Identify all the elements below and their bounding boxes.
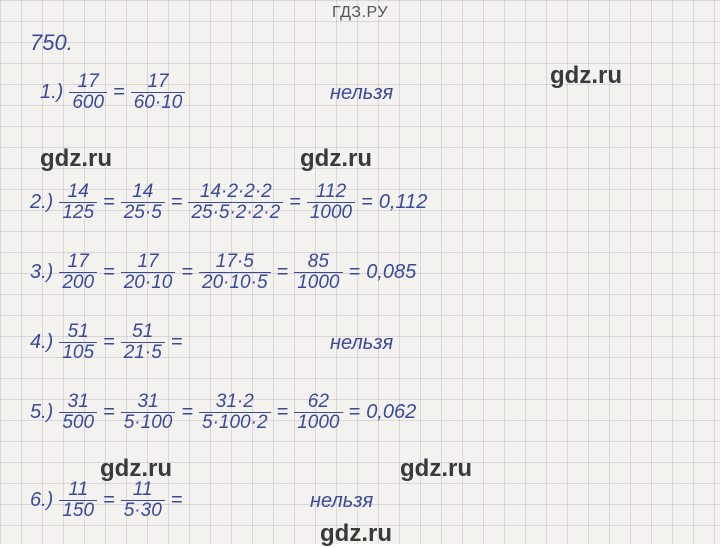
denominator: 5·100·2 xyxy=(199,412,271,433)
equals-sign: = xyxy=(181,261,193,284)
equals-sign: = xyxy=(103,261,115,284)
note-text: нельзя xyxy=(310,490,373,513)
equation-row-3: 3.) 17 200 = 17 20·10 = 17·5 20·10·5 = 8… xyxy=(30,252,416,293)
denominator: 60·10 xyxy=(131,92,186,113)
numerator: 31 xyxy=(121,392,176,412)
numerator: 85 xyxy=(294,252,342,272)
equals-sign: = xyxy=(171,191,183,214)
result-value: 0,085 xyxy=(366,261,416,284)
numerator: 17 xyxy=(121,252,176,272)
denominator: 125 xyxy=(59,202,97,223)
numerator: 17 xyxy=(69,72,107,92)
fraction: 17·5 20·10·5 xyxy=(199,252,271,293)
equals-sign: = xyxy=(171,331,183,354)
fraction: 31 500 xyxy=(59,392,97,433)
row-index: 4.) xyxy=(30,331,53,354)
fraction: 31 5·100 xyxy=(121,392,176,433)
result-value: 0,062 xyxy=(366,401,416,424)
equals-sign: = xyxy=(171,489,183,512)
fraction: 11 150 xyxy=(59,480,97,521)
denominator: 25·5 xyxy=(121,202,165,223)
equals-sign: = xyxy=(103,401,115,424)
page-header: ГДЗ.РУ xyxy=(0,4,720,22)
fraction: 112 1000 xyxy=(307,182,355,223)
numerator: 31 xyxy=(59,392,97,412)
equals-sign: = xyxy=(103,489,115,512)
numerator: 11 xyxy=(59,480,97,500)
fraction: 85 1000 xyxy=(294,252,342,293)
equals-sign: = xyxy=(277,261,289,284)
equals-sign: = xyxy=(181,401,193,424)
equals-sign: = xyxy=(361,191,373,214)
equation-row-2: 2.) 14 125 = 14 25·5 = 14·2·2·2 25·5·2·2… xyxy=(30,182,427,223)
denominator: 1000 xyxy=(294,272,342,293)
numerator: 112 xyxy=(307,182,355,202)
denominator: 20·10 xyxy=(121,272,176,293)
equals-sign: = xyxy=(349,261,361,284)
row-index: 5.) xyxy=(30,401,53,424)
denominator: 105 xyxy=(59,342,97,363)
denominator: 150 xyxy=(59,500,97,521)
denominator: 21·5 xyxy=(121,342,165,363)
fraction: 17 60·10 xyxy=(131,72,186,113)
fraction: 14 25·5 xyxy=(121,182,165,223)
numerator: 51 xyxy=(121,322,165,342)
row-index: 2.) xyxy=(30,191,53,214)
fraction: 31·2 5·100·2 xyxy=(199,392,271,433)
fraction: 17 200 xyxy=(59,252,97,293)
denominator: 600 xyxy=(69,92,107,113)
fraction: 51 105 xyxy=(59,322,97,363)
equation-row-1: 1.) 17 600 = 17 60·10 xyxy=(40,72,185,113)
equals-sign: = xyxy=(103,191,115,214)
numerator: 31·2 xyxy=(199,392,271,412)
denominator: 5·30 xyxy=(121,500,165,521)
denominator: 25·5·2·2·2 xyxy=(188,202,283,223)
fraction: 51 21·5 xyxy=(121,322,165,363)
equation-row-5: 5.) 31 500 = 31 5·100 = 31·2 5·100·2 = 6… xyxy=(30,392,416,433)
denominator: 20·10·5 xyxy=(199,272,271,293)
row-index: 1.) xyxy=(40,81,63,104)
denominator: 1000 xyxy=(294,412,342,433)
equals-sign: = xyxy=(277,401,289,424)
equals-sign: = xyxy=(289,191,301,214)
numerator: 17 xyxy=(59,252,97,272)
result-value: 0,112 xyxy=(379,191,428,214)
numerator: 14 xyxy=(121,182,165,202)
note-text: нельзя xyxy=(330,82,393,105)
numerator: 17·5 xyxy=(199,252,271,272)
row-index: 3.) xyxy=(30,261,53,284)
fraction: 14·2·2·2 25·5·2·2·2 xyxy=(188,182,283,223)
equation-row-4: 4.) 51 105 = 51 21·5 = xyxy=(30,322,188,363)
fraction: 17 600 xyxy=(69,72,107,113)
equals-sign: = xyxy=(349,401,361,424)
equation-row-6: 6.) 11 150 = 11 5·30 = xyxy=(30,480,188,521)
note-text: нельзя xyxy=(330,332,393,355)
fraction: 11 5·30 xyxy=(121,480,165,521)
denominator: 1000 xyxy=(307,202,355,223)
numerator: 11 xyxy=(121,480,165,500)
numerator: 51 xyxy=(59,322,97,342)
denominator: 5·100 xyxy=(121,412,176,433)
numerator: 62 xyxy=(294,392,342,412)
row-index: 6.) xyxy=(30,489,53,512)
numerator: 14·2·2·2 xyxy=(188,182,283,202)
equals-sign: = xyxy=(113,81,125,104)
numerator: 17 xyxy=(131,72,186,92)
fraction: 62 1000 xyxy=(294,392,342,433)
fraction: 17 20·10 xyxy=(121,252,176,293)
denominator: 500 xyxy=(59,412,97,433)
fraction: 14 125 xyxy=(59,182,97,223)
exercise-number: 750. xyxy=(30,30,73,56)
denominator: 200 xyxy=(59,272,97,293)
equals-sign: = xyxy=(103,331,115,354)
numerator: 14 xyxy=(59,182,97,202)
